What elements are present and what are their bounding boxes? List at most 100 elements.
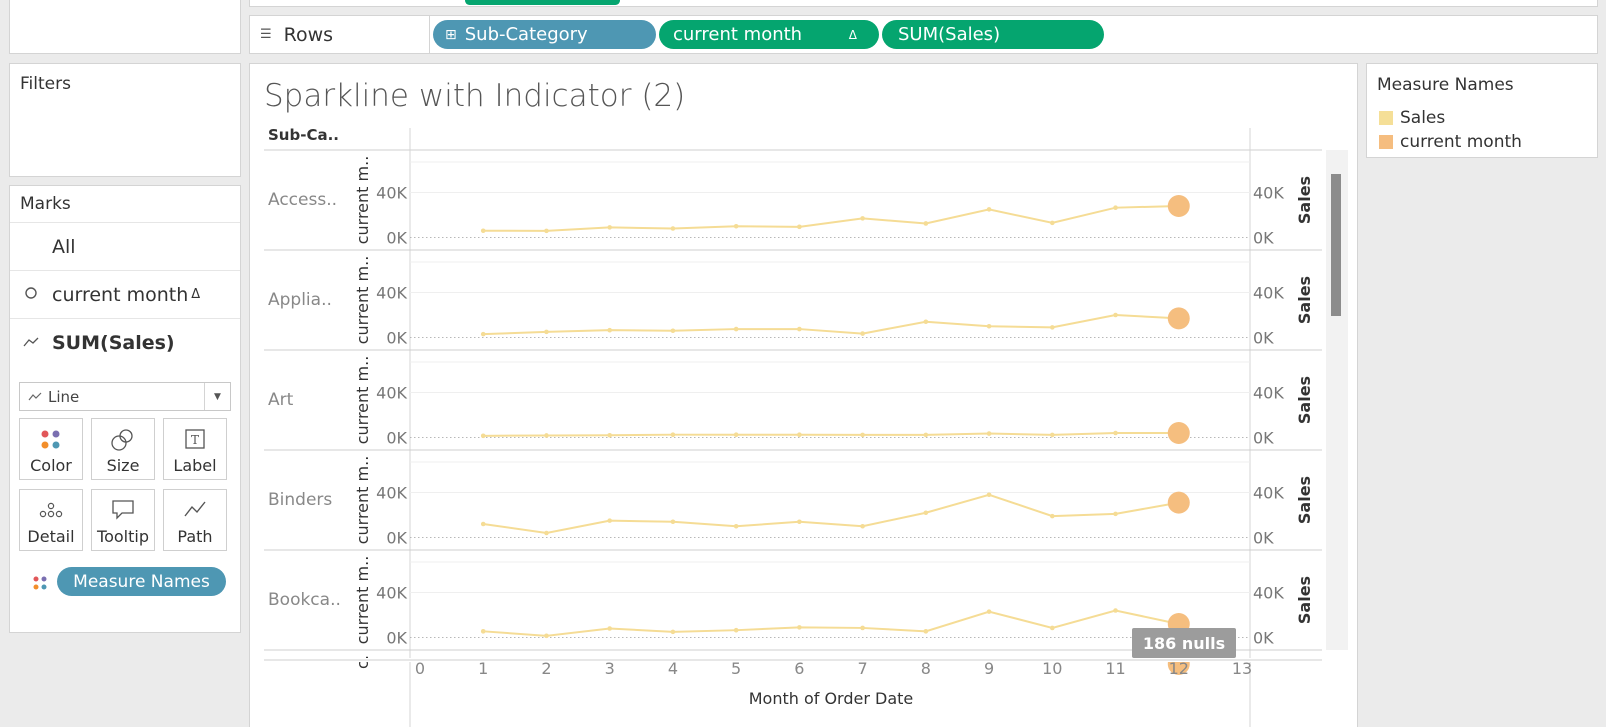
x-axis-title: Month of Order Date (749, 689, 914, 708)
x-tick-label: 4 (668, 659, 678, 678)
sum-sales-pill[interactable]: SUM(Sales) (882, 20, 1104, 49)
circle-icon (10, 286, 52, 304)
row-label: Applia.. (268, 290, 332, 310)
filters-title: Filters (20, 74, 71, 94)
y-tick-label: 0K (386, 229, 407, 248)
sales-point (544, 329, 549, 335)
viz-title: Sparkline with Indicator (2) (264, 78, 686, 114)
line-icon (10, 335, 52, 351)
sales-point (1113, 312, 1118, 318)
tooltip-button[interactable]: Tooltip (91, 489, 155, 551)
svg-text:T: T (191, 433, 199, 447)
color-icon (41, 430, 60, 449)
sales-point (670, 432, 676, 437)
left-axis-title: current m.. (353, 256, 372, 345)
legend-item-current-month[interactable]: current month (1372, 130, 1594, 153)
sales-point (733, 627, 739, 633)
sales-line (483, 432, 1179, 437)
x-tick-label: 5 (731, 659, 741, 678)
columns-pill[interactable] (465, 0, 620, 5)
y-tick-label: 0K (1253, 629, 1274, 648)
path-icon (184, 501, 206, 517)
row-label: Art (268, 390, 294, 410)
columns-shelf[interactable] (249, 0, 1598, 7)
sub-category-pill[interactable]: ⊞ Sub-Category (433, 20, 656, 49)
sales-point (923, 629, 929, 634)
sales-point (797, 224, 802, 230)
null-indicator-label[interactable]: 186 nulls (1143, 634, 1225, 653)
sales-point (860, 331, 865, 336)
sales-point (797, 625, 802, 630)
color-button[interactable]: Color (19, 418, 83, 480)
right-axis-title: Sales (1295, 476, 1314, 524)
marks-card-label: current month (52, 283, 189, 306)
legend-panel: Measure Names Sales current month (1366, 63, 1598, 158)
sales-line (483, 205, 1179, 232)
legend-title: Measure Names (1377, 75, 1514, 95)
marks-card-current-month[interactable]: current month Δ (10, 270, 240, 318)
x-tick-label: 10 (1042, 659, 1062, 678)
row-label: Binders (268, 490, 332, 510)
sales-point (923, 510, 929, 516)
filters-panel[interactable]: Filters (9, 63, 241, 177)
marks-card-sum-sales[interactable]: SUM(Sales) (10, 318, 240, 366)
sales-point (480, 629, 486, 634)
sales-point (733, 432, 739, 437)
sales-line (483, 313, 1179, 336)
chevron-down-icon[interactable]: ▼ (204, 383, 230, 410)
detail-button[interactable]: Detail (19, 489, 83, 551)
x-tick-label: 13 (1232, 659, 1252, 678)
sales-point (733, 326, 739, 332)
sales-point (986, 492, 992, 498)
y-tick-label: 0K (1253, 529, 1274, 548)
mark-type-dropdown[interactable]: Line ▼ (19, 382, 231, 411)
x-tick-label: 11 (1105, 659, 1125, 678)
sales-point (480, 433, 486, 439)
path-button[interactable]: Path (163, 489, 227, 551)
detail-icon (39, 502, 63, 518)
line-type-icon (28, 392, 42, 401)
sales-point (797, 326, 802, 332)
sales-point (1113, 608, 1118, 613)
x-tick-label: 9 (984, 659, 994, 678)
legend-item-sales[interactable]: Sales (1372, 106, 1594, 129)
sales-point (860, 523, 865, 529)
pill-label: current month (673, 24, 803, 45)
y-tick-label: 0K (1253, 329, 1274, 348)
vertical-scrollbar-thumb[interactable] (1331, 174, 1341, 316)
right-axis-title: Sales (1295, 576, 1314, 624)
sales-point (607, 225, 612, 230)
sales-point (860, 216, 865, 221)
sales-point (607, 327, 612, 333)
sales-point (923, 432, 929, 438)
label-button[interactable]: T Label (163, 418, 227, 480)
null-indicator-box (1132, 628, 1236, 658)
y-tick-label: 0K (1253, 429, 1274, 448)
y-tick-label: 40K (376, 484, 407, 503)
size-icon (111, 429, 133, 451)
delta-icon: Δ (191, 287, 201, 302)
size-button[interactable]: Size (91, 418, 155, 480)
sales-point (480, 331, 486, 337)
current-month-pill[interactable]: current month Δ (659, 20, 879, 49)
sales-point (544, 633, 549, 639)
measure-names-pill[interactable]: Measure Names (57, 567, 226, 596)
path-button-label: Path (177, 527, 213, 546)
marks-panel: Marks All current month Δ SUM(Sales) Lin… (9, 185, 241, 633)
sales-point (860, 625, 865, 631)
y-tick-label: 40K (1253, 184, 1284, 203)
rows-shelf[interactable]: ☰ Rows ⊞ Sub-Category current month Δ SU… (249, 15, 1598, 54)
color-dots-icon (33, 576, 47, 590)
sales-point (544, 228, 549, 234)
row-label: Bookca.. (268, 590, 341, 610)
sales-point (480, 521, 486, 527)
legend-label: current month (1400, 131, 1522, 152)
sales-point (544, 433, 549, 438)
marks-card-all[interactable]: All (10, 222, 240, 270)
marks-title: Marks (20, 194, 71, 214)
y-tick-label: 0K (1253, 229, 1274, 248)
x-tick-label: 3 (605, 659, 615, 678)
x-tick-label: 0 (415, 659, 425, 678)
plus-box-icon[interactable]: ⊞ (445, 26, 457, 43)
